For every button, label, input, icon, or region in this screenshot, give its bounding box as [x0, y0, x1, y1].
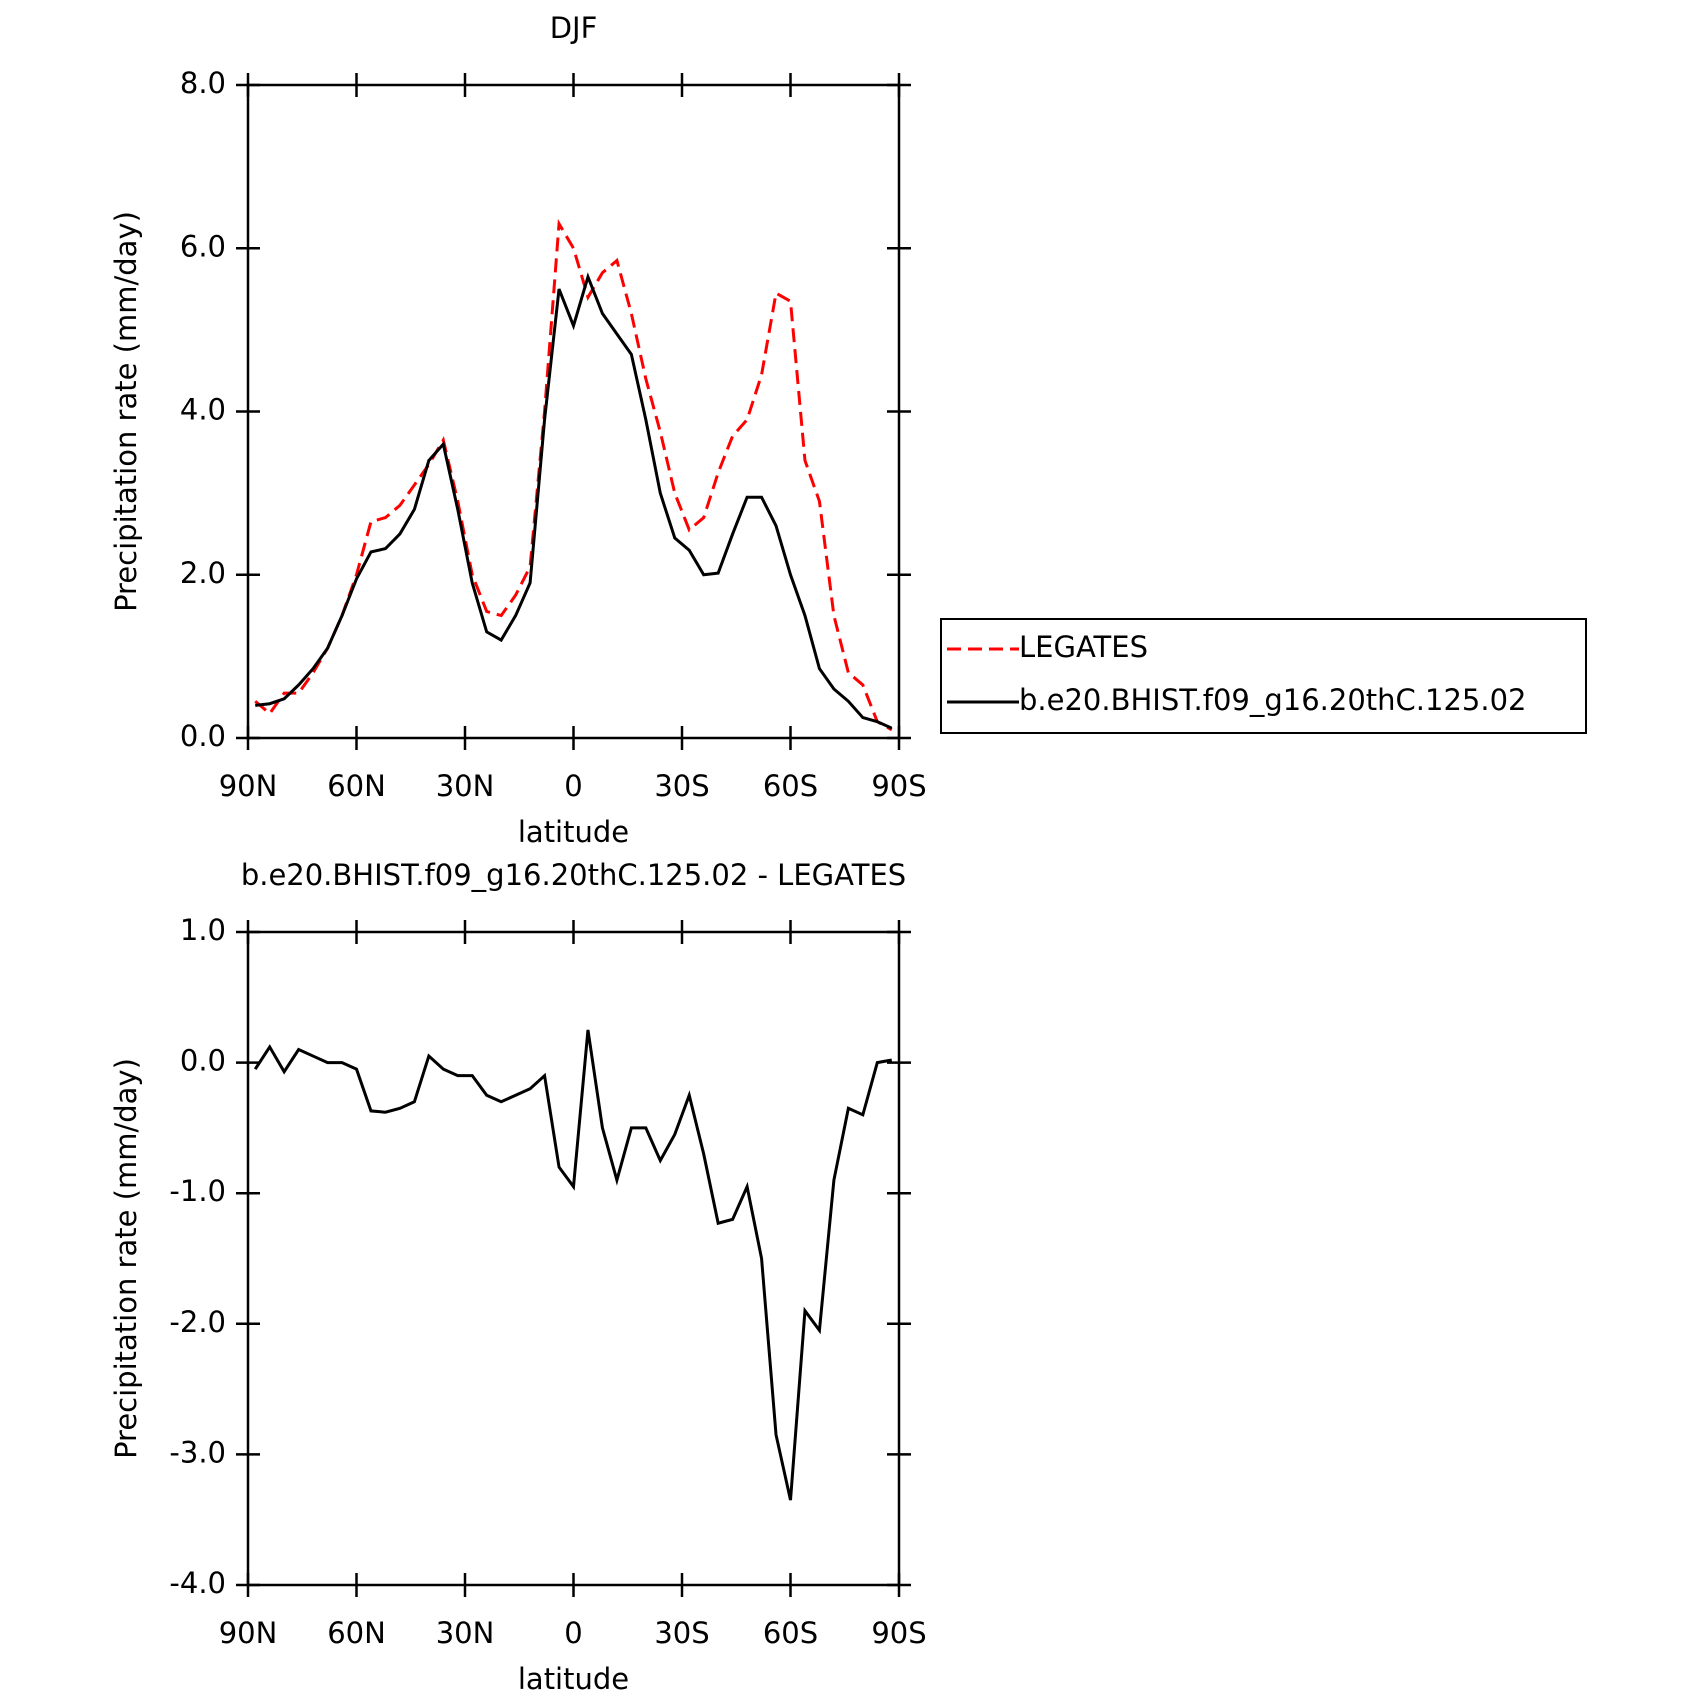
- legend-label: b.e20.BHIST.f09_g16.20thC.125.02: [1019, 683, 1526, 717]
- plot-frame: [246, 83, 901, 740]
- x-tick-label: 60S: [763, 769, 818, 803]
- legend-box: [940, 618, 1587, 734]
- x-tick-label: 60N: [327, 769, 386, 803]
- x-axis-label: latitude: [518, 1662, 629, 1696]
- series-line: [255, 272, 893, 730]
- x-tick-label: 90N: [219, 1616, 278, 1650]
- x-tick-label: 90S: [871, 1616, 926, 1650]
- y-axis-label: Precipitation rate (mm/day): [109, 1058, 143, 1459]
- chart-title: b.e20.BHIST.f09_g16.20thC.125.02 - LEGAT…: [241, 858, 906, 892]
- x-tick-label: 0: [564, 769, 582, 803]
- x-tick-label: 30S: [654, 769, 709, 803]
- y-tick-label: 4.0: [180, 393, 226, 427]
- y-tick-label: 6.0: [180, 229, 226, 263]
- y-tick-label: 1.0: [180, 913, 226, 947]
- plot-frame: [246, 930, 901, 1587]
- y-tick-label: 8.0: [180, 66, 226, 100]
- x-tick-label: 30N: [436, 769, 495, 803]
- x-tick-label: 90N: [219, 769, 278, 803]
- x-tick-label: 60N: [327, 1616, 386, 1650]
- x-tick-label: 30S: [654, 1616, 709, 1650]
- series-line: [253, 1029, 893, 1501]
- x-tick-label: 90S: [871, 769, 926, 803]
- y-tick-label: -4.0: [169, 1566, 226, 1600]
- x-tick-label: 30N: [436, 1616, 495, 1650]
- x-tick-label: 60S: [763, 1616, 818, 1650]
- y-tick-label: 0.0: [180, 1044, 226, 1078]
- y-tick-label: -3.0: [169, 1435, 226, 1469]
- y-tick-label: -1.0: [169, 1174, 226, 1208]
- x-tick-label: 0: [564, 1616, 582, 1650]
- y-tick-label: -2.0: [169, 1305, 226, 1339]
- chart-title: DJF: [550, 11, 598, 45]
- y-axis-label: Precipitation rate (mm/day): [109, 211, 143, 612]
- series-line: [254, 218, 893, 732]
- y-tick-label: 0.0: [180, 719, 226, 753]
- legend-label: LEGATES: [1019, 630, 1148, 664]
- y-tick-label: 2.0: [180, 556, 226, 590]
- x-axis-label: latitude: [518, 815, 629, 849]
